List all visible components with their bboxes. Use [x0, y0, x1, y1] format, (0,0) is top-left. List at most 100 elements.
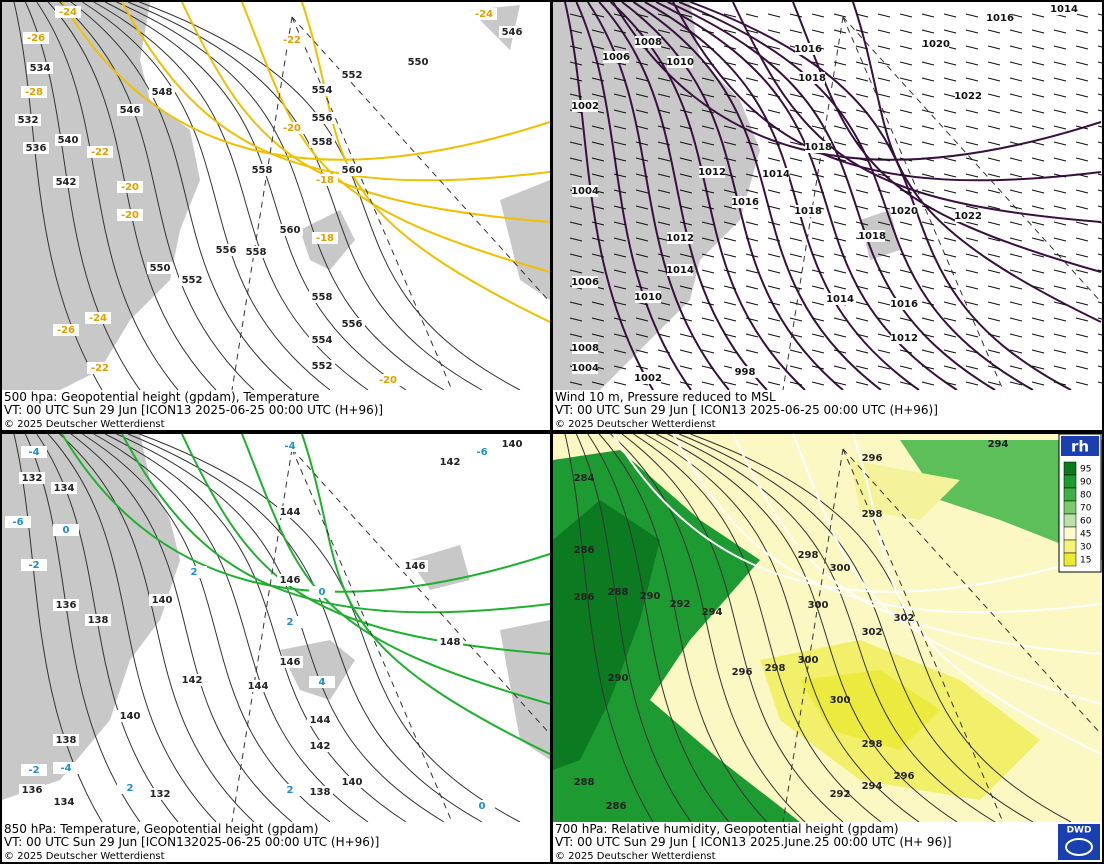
label-bg — [891, 332, 917, 344]
wind-barb — [635, 253, 649, 258]
wind-barb — [1075, 29, 1089, 34]
label-bg — [27, 62, 53, 74]
contour-label: 146 — [280, 575, 301, 586]
wind-barb — [987, 301, 1001, 306]
wind-barb — [855, 205, 869, 210]
wind-barb — [833, 269, 847, 274]
wind-barb — [569, 237, 583, 242]
contour-label: 0 — [479, 801, 486, 812]
wind-barb — [965, 269, 979, 274]
label-bg — [277, 506, 303, 518]
contour — [852, 1, 1102, 323]
wind-barb — [635, 93, 649, 98]
wind-barb — [767, 301, 781, 306]
wind-barb — [679, 157, 693, 162]
wind-barb — [899, 285, 913, 290]
wind-barb — [1097, 285, 1104, 289]
wind-barb — [591, 269, 605, 274]
wind-barb — [833, 349, 847, 354]
wind-barb — [811, 317, 825, 322]
wind-barb — [877, 317, 891, 322]
contour-label: 556 — [312, 113, 333, 124]
caption-line: VT: 00 UTC Sun 29 Jun [ICON13 2025-06-25… — [4, 403, 383, 417]
wind-barb — [1097, 301, 1104, 305]
contour — [47, 433, 217, 823]
wind-barb — [657, 317, 671, 322]
wind-barb — [613, 189, 627, 194]
caption-line: 700 hPa: Relative humidity, Geopotential… — [555, 822, 899, 836]
legend-level: 15 — [1080, 556, 1091, 566]
wind-barb — [767, 365, 781, 370]
wind-barb — [591, 61, 605, 66]
wind-barb — [987, 237, 1001, 242]
legend-level: 30 — [1080, 543, 1092, 553]
wind-barb — [767, 13, 781, 18]
wind-barb — [943, 237, 957, 242]
wind-barb — [833, 77, 847, 82]
wind-barb — [635, 285, 649, 290]
label-bg — [55, 6, 81, 18]
wind-barb — [679, 205, 693, 210]
contour-label: 536 — [26, 143, 47, 154]
contour-label: -6 — [476, 447, 487, 458]
wind-barb — [833, 317, 847, 322]
label-bg — [635, 372, 661, 384]
wind-barb — [1031, 109, 1045, 114]
wind-barb — [701, 45, 715, 50]
label-bg — [891, 298, 917, 310]
wind-barb — [965, 253, 979, 258]
wind-barb — [987, 317, 1001, 322]
contour — [59, 1, 255, 391]
wind-barb — [613, 381, 627, 386]
wind-barb — [921, 301, 935, 306]
wind-barb — [877, 173, 891, 178]
wind-barb — [789, 269, 803, 274]
wind-barb — [987, 45, 1001, 50]
wind-barb — [1053, 93, 1067, 98]
wind-barb — [613, 317, 627, 322]
wind-barb — [833, 333, 847, 338]
contour — [93, 433, 369, 823]
wind-barb — [569, 253, 583, 258]
wind-barb — [943, 125, 957, 130]
wind-barb — [965, 317, 979, 322]
wind-barb — [1053, 45, 1067, 50]
wind-barb — [921, 349, 935, 354]
label-bg — [277, 224, 303, 236]
wind-barb — [657, 365, 671, 370]
wind-barb — [569, 93, 583, 98]
wind-barb — [921, 141, 935, 146]
wind-barb — [855, 173, 869, 178]
contour — [59, 433, 255, 823]
contour-label: 134 — [54, 483, 75, 494]
wind-barb — [789, 109, 803, 114]
contour-label: 558 — [312, 137, 333, 148]
contour — [127, 433, 483, 823]
wind-barb — [701, 285, 715, 290]
wind-barb — [657, 349, 671, 354]
wind-barb — [943, 365, 957, 370]
wind-barb — [767, 141, 781, 146]
wind-barb — [767, 253, 781, 258]
label-bg — [117, 710, 143, 722]
contour-label: -22 — [283, 35, 301, 46]
contour-label: -4 — [28, 447, 39, 458]
contour-label: 294 — [862, 781, 883, 792]
wind-barb — [745, 77, 759, 82]
wind-barb — [679, 349, 693, 354]
wind-barb — [943, 349, 957, 354]
legend-swatch — [1063, 552, 1077, 567]
wind-barb — [1097, 173, 1104, 177]
wind-barb — [921, 29, 935, 34]
wind-barb — [569, 205, 583, 210]
contour-label: 1012 — [698, 167, 726, 178]
wind-barb — [987, 173, 1001, 178]
wind-barb — [657, 29, 671, 34]
contour-label: 554 — [312, 335, 333, 346]
wind-barb — [1097, 349, 1104, 353]
wind-barb — [1031, 381, 1045, 386]
wind-barb — [745, 173, 759, 178]
contour — [672, 433, 1102, 614]
label-bg — [603, 51, 629, 63]
